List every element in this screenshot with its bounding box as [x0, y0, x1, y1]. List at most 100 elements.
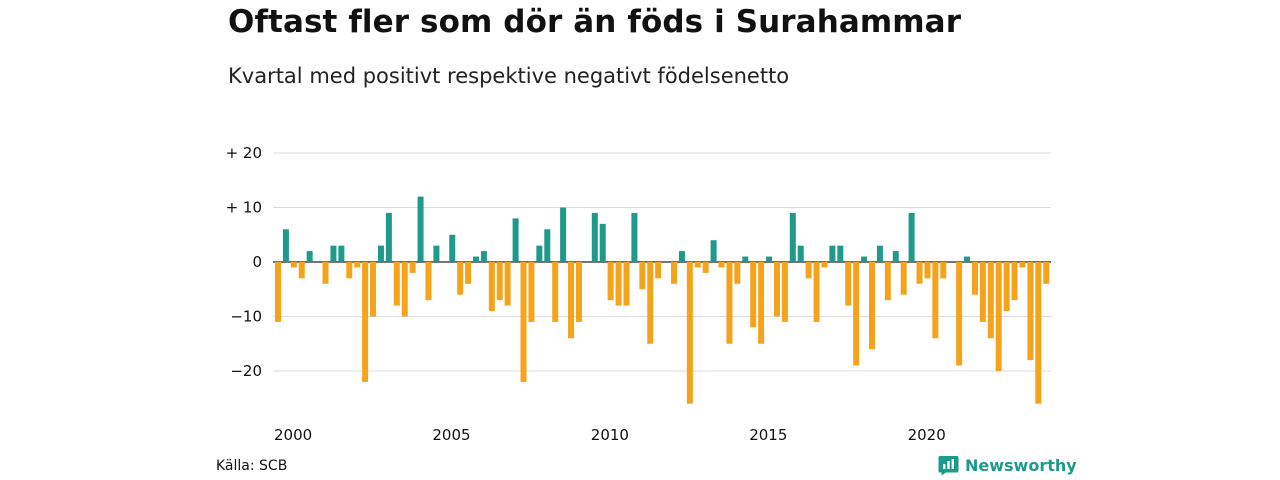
bar-negative	[773, 262, 780, 317]
bar-negative	[409, 262, 416, 273]
bar-negative	[702, 262, 709, 273]
bar-negative	[845, 262, 852, 306]
bar-negative	[821, 262, 828, 268]
bar-negative	[686, 262, 693, 404]
brand: Newsworthy	[938, 455, 1077, 476]
bar-positive	[560, 207, 567, 262]
bar-negative	[393, 262, 400, 306]
y-tick-label: + 20	[226, 144, 262, 162]
x-tick-label: 2015	[749, 426, 787, 444]
bar-positive	[512, 218, 519, 262]
y-tick-label: −10	[230, 308, 262, 326]
bar-negative	[647, 262, 654, 344]
bar-negative	[940, 262, 947, 279]
y-axis-ticks: + 20 + 10 0 −10 −20	[226, 144, 262, 380]
bar-negative	[528, 262, 535, 322]
bar-negative	[290, 262, 297, 268]
bar-negative	[607, 262, 614, 301]
newsworthy-logo-icon	[938, 456, 959, 476]
bar-positive	[964, 256, 971, 262]
y-tick-label: 0	[252, 253, 262, 271]
bar-positive	[892, 251, 899, 262]
bar-negative	[346, 262, 353, 279]
bar-positive	[480, 251, 487, 262]
bar-positive	[861, 256, 868, 262]
bar-negative	[370, 262, 377, 317]
bar-positive	[377, 245, 384, 262]
chart-title: Oftast fler som dör än föds i Surahammar	[228, 4, 962, 40]
bar-positive	[338, 245, 345, 262]
bar-positive	[473, 256, 479, 262]
bar-negative	[623, 262, 630, 306]
bar-negative	[275, 262, 281, 322]
bar-positive	[678, 251, 685, 262]
bar-negative	[971, 262, 978, 295]
bar-negative	[615, 262, 622, 306]
bar-negative	[853, 262, 860, 366]
x-tick-label: 2005	[432, 426, 470, 444]
bar-positive	[544, 229, 551, 262]
bar-negative	[354, 262, 361, 268]
bar-negative	[1035, 262, 1042, 404]
source-note: Källa: SCB	[216, 458, 288, 474]
bar-negative	[805, 262, 812, 279]
bar-negative	[655, 262, 662, 279]
bar-negative	[932, 262, 939, 339]
bar-negative	[496, 262, 503, 301]
x-tick-label: 2010	[591, 426, 629, 444]
bar-negative	[1019, 262, 1026, 268]
bar-negative	[401, 262, 408, 317]
bar-negative	[639, 262, 646, 290]
bar-negative	[758, 262, 765, 344]
bar-positive	[829, 245, 836, 262]
bar-negative	[504, 262, 511, 306]
bar-positive	[306, 251, 313, 262]
brand-name: Newsworthy	[965, 456, 1077, 475]
bar-negative	[520, 262, 527, 382]
bar-positive	[631, 212, 638, 262]
bar-positive	[433, 245, 440, 262]
bar-positive	[417, 196, 424, 262]
bar-negative	[1011, 262, 1018, 301]
bar-positive	[789, 212, 796, 262]
bar-negative	[900, 262, 907, 295]
bar-negative	[979, 262, 986, 322]
bar-negative	[813, 262, 820, 322]
bar-positive	[766, 256, 773, 262]
bar-negative	[694, 262, 701, 268]
bar-negative	[552, 262, 559, 322]
bar-positive	[282, 229, 289, 262]
bar-negative	[322, 262, 329, 284]
bar-negative	[750, 262, 757, 328]
bar-positive	[599, 223, 606, 262]
bar-negative	[1027, 262, 1034, 361]
bar-positive	[908, 212, 915, 262]
bar-positive	[837, 245, 844, 262]
bar-positive	[385, 212, 392, 262]
bar-negative	[734, 262, 741, 284]
bar-negative	[916, 262, 923, 284]
bar-positive	[797, 245, 804, 262]
chart-subtitle: Kvartal med positivt respektive negativt…	[228, 64, 790, 88]
bar-negative	[726, 262, 733, 344]
bar-positive	[536, 245, 543, 262]
y-tick-label: + 10	[226, 199, 262, 217]
bar-negative	[488, 262, 495, 312]
bar-positive	[330, 245, 337, 262]
bar-negative	[575, 262, 582, 322]
x-axis-ticks: 2000 2005 2010 2015 2020	[274, 426, 946, 444]
bars	[275, 196, 1050, 404]
bar-positive	[591, 212, 598, 262]
bar-negative	[956, 262, 963, 366]
x-tick-label: 2020	[908, 426, 946, 444]
bar-negative	[362, 262, 369, 382]
bar-negative	[465, 262, 472, 284]
bar-positive	[742, 256, 749, 262]
bar-negative	[1043, 262, 1050, 284]
bar-negative	[781, 262, 788, 322]
bar-negative	[568, 262, 575, 339]
bar-negative	[298, 262, 305, 279]
bar-positive	[876, 245, 883, 262]
bar-negative	[671, 262, 677, 284]
